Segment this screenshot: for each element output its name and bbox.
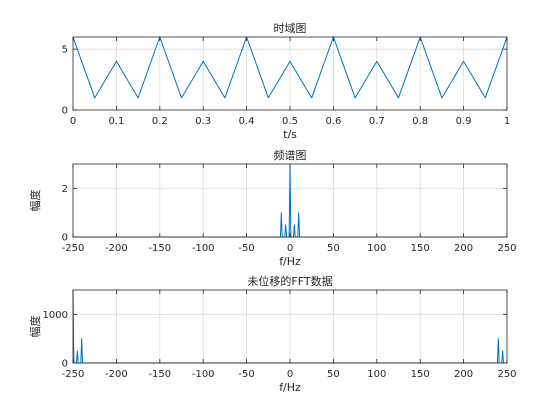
y-tick-label: 5: [62, 45, 68, 56]
x-axis-label: f/Hz: [279, 381, 301, 394]
x-tick-label: -50: [238, 369, 254, 380]
y-axis-label: 幅度: [28, 316, 42, 338]
x-tick-label: -250: [62, 243, 85, 254]
axes-3: -250 -200 -150 -100 -50 0 50 100 150 200 250 0 1000 未…: [28, 274, 517, 394]
x-tick-label: -100: [192, 369, 215, 380]
y-tick-label: 0: [62, 359, 68, 370]
x-tick-label: -100: [192, 243, 215, 254]
x-tick-label: -200: [105, 369, 128, 380]
axes-title: 未位移的FFT数据: [247, 274, 332, 288]
x-tick-label: 250: [497, 243, 516, 254]
x-tick-label: -150: [148, 243, 171, 254]
x-tick-label: -150: [148, 369, 171, 380]
x-tick-label: 150: [411, 369, 430, 380]
x-tick-label: 0.3: [195, 116, 211, 127]
x-tick-label: 0.2: [152, 116, 168, 127]
x-tick-label: 250: [497, 369, 516, 380]
x-tick-label: 0.1: [108, 116, 124, 127]
x-tick-label: 0.5: [282, 116, 298, 127]
x-tick-label: 0.9: [456, 116, 472, 127]
y-tick-label: 2: [62, 184, 68, 195]
series-line: [72, 36, 508, 99]
x-tick-label: 200: [454, 243, 473, 254]
x-axis-label: t/s: [283, 128, 297, 141]
x-tick-label: 0.4: [239, 116, 255, 127]
x-tick-label: 100: [367, 369, 386, 380]
x-tick-label: 50: [327, 369, 340, 380]
x-tick-label: 50: [327, 243, 340, 254]
y-tick-label: 0: [62, 233, 68, 244]
x-tick-label: 1: [504, 116, 510, 127]
x-tick-label: 0: [70, 116, 76, 127]
axes-title: 频谱图: [274, 148, 307, 162]
y-axis-label: 幅度: [28, 190, 42, 212]
y-tick-label: 1000: [43, 310, 68, 321]
x-tick-label: -50: [238, 243, 254, 254]
x-tick-label: 0: [287, 369, 293, 380]
x-tick-label: 200: [454, 369, 473, 380]
axes-2: -250 -200 -150 -100 -50 0 50 100 150 200 250 0 2 频谱图 f…: [28, 148, 517, 268]
x-tick-label: 0.6: [325, 116, 341, 127]
x-tick-label: 150: [411, 243, 430, 254]
x-tick-label: 100: [367, 243, 386, 254]
x-tick-label: -200: [105, 243, 128, 254]
axes-title: 时域图: [274, 22, 307, 35]
x-tick-label: 0.8: [412, 116, 428, 127]
y-tick-label: 0: [62, 106, 68, 117]
x-tick-label: -250: [62, 369, 85, 380]
axes-1: 0 0.1 0.2 0.3 0.4 0.5 0.6 0.7 0.8 0.9 1 0 5 时域图 t/s: [62, 22, 511, 141]
x-tick-label: 0: [287, 243, 293, 254]
x-axis-label: f/Hz: [279, 255, 301, 268]
chart-root: 0 0.1 0.2 0.3 0.4 0.5 0.6 0.7 0.8 0.9 1 0 5 时域图 t/s -25…: [28, 22, 517, 394]
x-tick-label: 0.7: [369, 116, 385, 127]
